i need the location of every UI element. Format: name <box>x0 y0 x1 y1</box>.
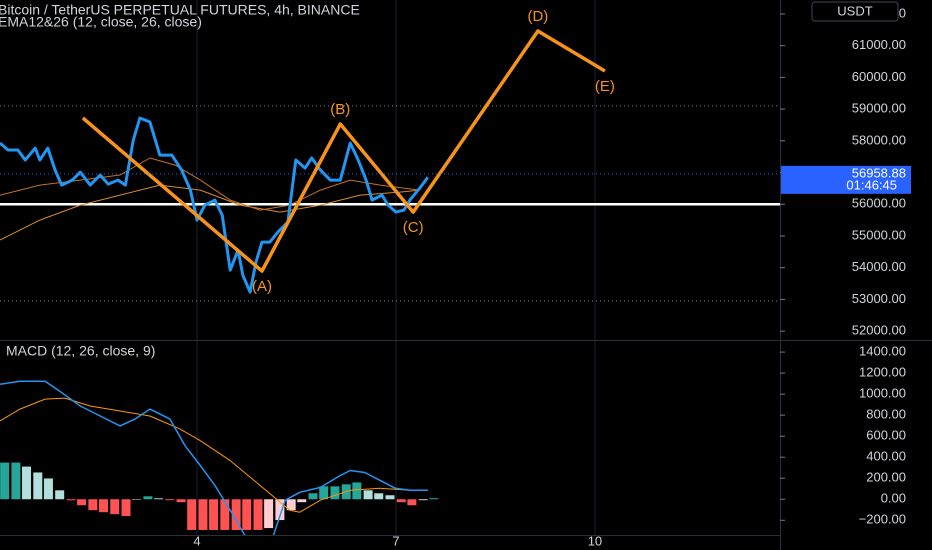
histogram-bar <box>330 486 340 500</box>
histogram-bar <box>143 496 153 500</box>
y-tick-label: 58000.00 <box>852 132 906 147</box>
histogram-bar <box>154 498 164 500</box>
histogram-bar <box>264 499 274 529</box>
histogram-bar <box>22 466 32 500</box>
histogram-bar <box>385 495 395 500</box>
histogram-bar <box>396 499 406 503</box>
y-tick-label: 400.00 <box>866 449 906 464</box>
histogram-bar <box>209 499 219 530</box>
wave-line <box>81 29 606 273</box>
x-tick-label: 4 <box>193 533 200 548</box>
histogram-bar <box>43 478 53 500</box>
wave-label: (C) <box>403 219 424 236</box>
y-tick-label: 1000.00 <box>859 386 906 401</box>
plot-layer: (A) (B) (C) (D) (E) <box>0 0 780 535</box>
countdown-label: 01:46:45 <box>846 177 897 192</box>
y-tick-label: 55000.00 <box>852 227 906 242</box>
y-tick-label: 1400.00 <box>859 344 906 359</box>
chart-title: Bitcoin / TetherUS PERPETUAL FUTURES, 4h… <box>0 2 360 18</box>
histogram-bar <box>374 493 384 500</box>
wave-label: (A) <box>252 278 272 295</box>
histogram-bar <box>198 499 208 530</box>
wave-label: (D) <box>527 8 548 25</box>
y-tick-label: 0.00 <box>881 491 906 506</box>
y-tick-label: 54000.00 <box>852 259 906 274</box>
histogram-bar <box>88 499 98 511</box>
y-tick-label: 61000.00 <box>852 37 906 52</box>
histogram-bar <box>363 490 373 500</box>
price-line <box>0 116 430 294</box>
histogram-bar <box>319 486 329 500</box>
histogram-bar <box>429 498 439 500</box>
y-tick-label: 59000.00 <box>852 101 906 116</box>
histogram-bar <box>242 499 252 530</box>
macd-line <box>0 397 428 513</box>
histogram-bar <box>275 499 285 521</box>
histogram-bar <box>98 499 108 513</box>
price-pane: (A) (B) (C) (D) (E) <box>0 0 780 340</box>
histogram-bar <box>352 482 362 500</box>
histogram-bar <box>33 472 43 500</box>
y-tick-label: 1200.00 <box>859 365 906 380</box>
y-tick-label: 800.00 <box>866 407 906 422</box>
y-tick-label: −200.00 <box>859 512 906 527</box>
histogram-bar <box>253 499 263 530</box>
histogram-bar <box>110 499 120 515</box>
histogram-bar <box>407 499 417 506</box>
wave-label: (E) <box>595 78 615 95</box>
histogram-bar <box>286 499 296 511</box>
x-tick-label: 7 <box>392 533 399 548</box>
y-tick-label: 200.00 <box>866 470 906 485</box>
macd-line <box>0 380 428 535</box>
histogram-bar <box>121 499 131 517</box>
histogram-bar <box>132 499 142 500</box>
y-tick-label: 52000.00 <box>852 323 906 338</box>
currency-box <box>811 1 899 22</box>
x-tick-label: 10 <box>588 533 602 548</box>
last-price-box <box>781 165 911 194</box>
y-tick-label: 600.00 <box>866 428 906 443</box>
histogram-bar <box>0 462 10 500</box>
histogram-bar <box>187 499 197 530</box>
y-tick-label: 56000.00 <box>852 196 906 211</box>
price-line <box>0 184 420 241</box>
macd-title: MACD (12, 26, close, 9) <box>6 343 155 359</box>
histogram-bar <box>66 499 76 501</box>
macd-pane <box>0 341 596 535</box>
wave-label: (B) <box>330 101 350 118</box>
histogram-bar <box>11 462 21 500</box>
histogram-bar <box>231 499 241 530</box>
histogram-bar <box>308 493 318 500</box>
histogram-bar <box>297 499 307 503</box>
histogram-bar <box>77 499 87 506</box>
histogram-bar <box>176 499 186 503</box>
histogram-bar <box>165 499 175 501</box>
y-tick-label: 53000.00 <box>852 291 906 306</box>
last-price-label: 56958.88 <box>852 165 906 180</box>
y-tick-label: 60000.00 <box>852 69 906 84</box>
currency-label: USDT <box>837 3 872 18</box>
indicator-title: EMA12&26 (12, close, 26, close) <box>0 14 202 30</box>
histogram-bar <box>418 499 428 501</box>
histogram-bar <box>55 490 65 500</box>
histogram-bar <box>220 499 230 530</box>
